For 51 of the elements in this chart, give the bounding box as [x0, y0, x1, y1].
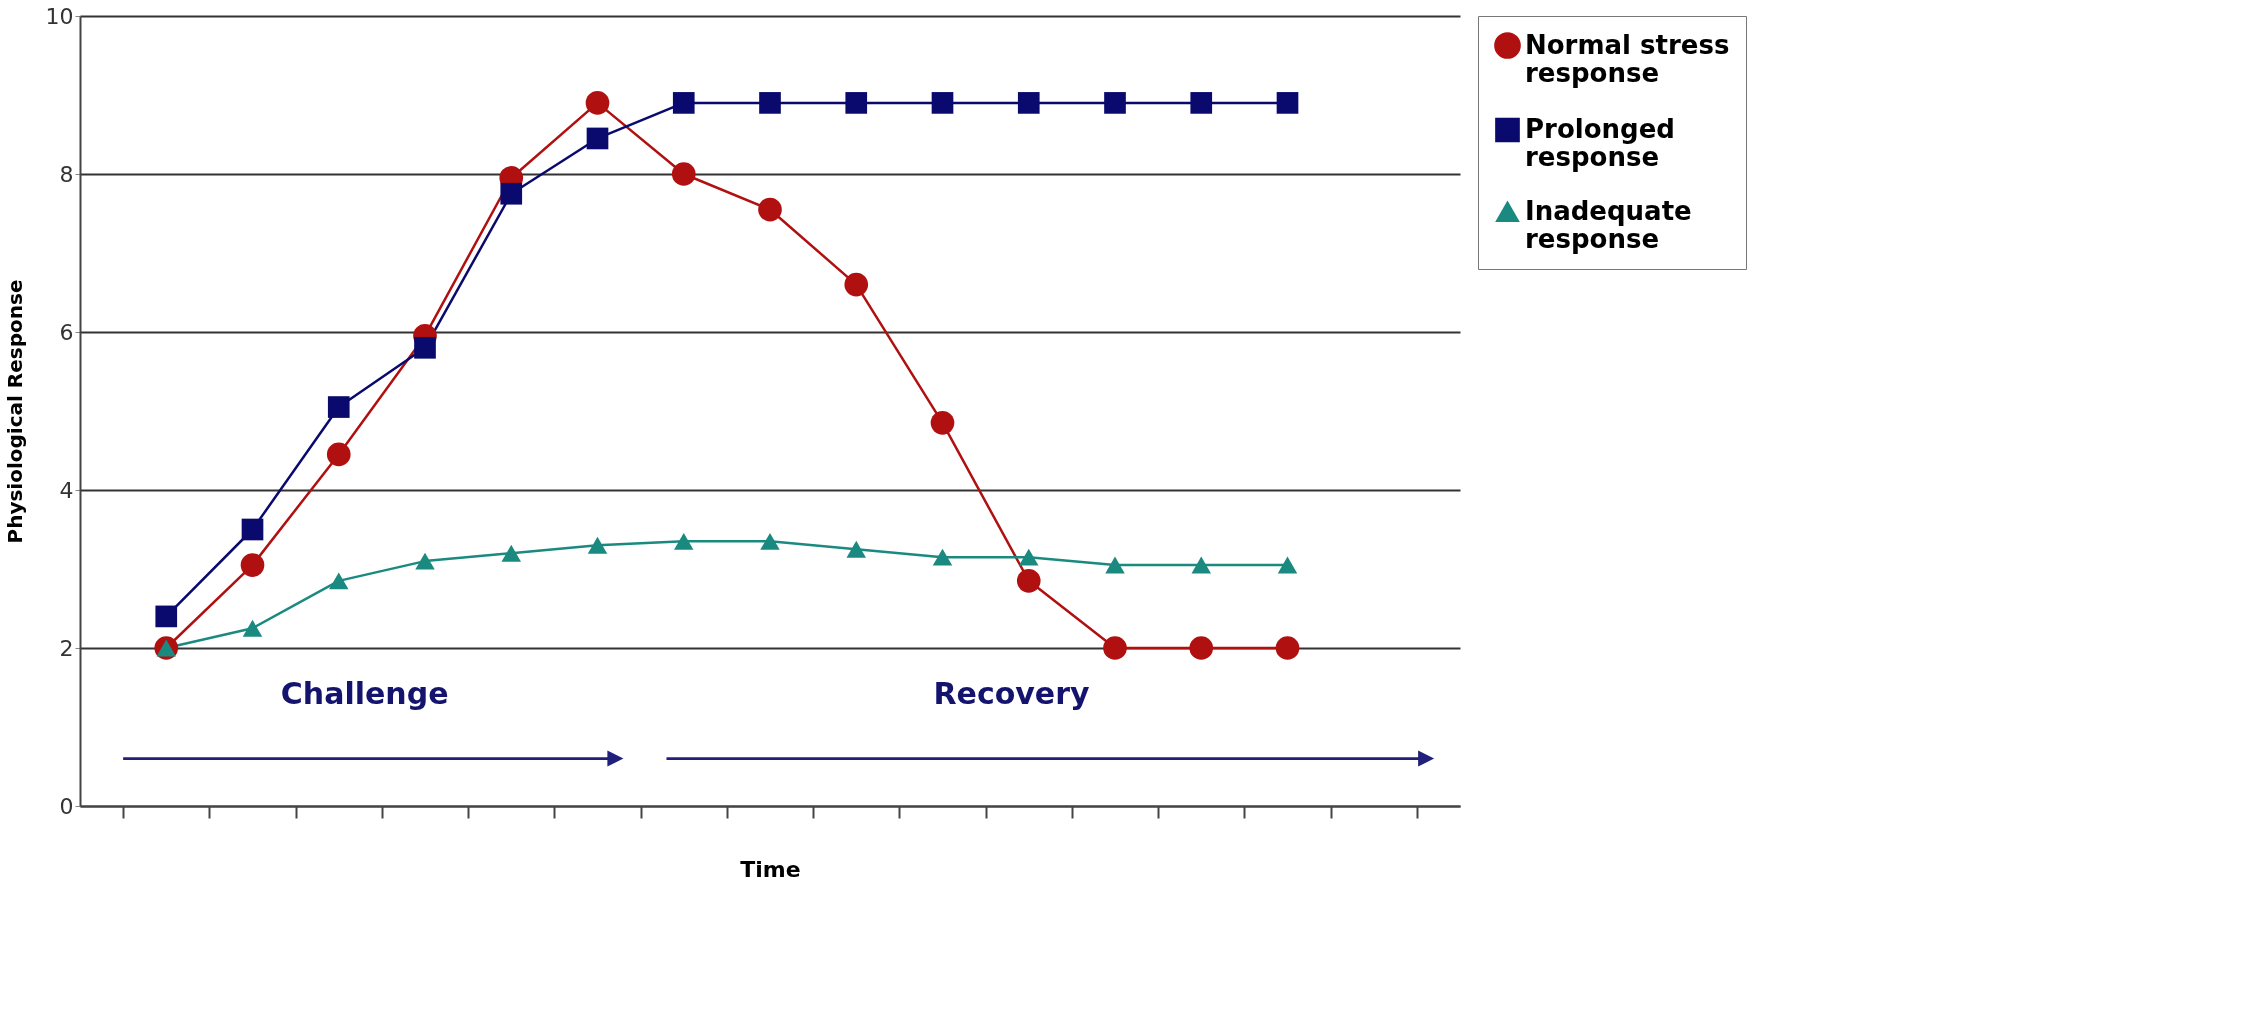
- point: [587, 536, 608, 554]
- point: [1275, 636, 1300, 660]
- point: [672, 92, 695, 114]
- point: [415, 552, 435, 570]
- point: [1016, 569, 1041, 593]
- point: [758, 197, 782, 222]
- point: [1017, 92, 1040, 114]
- point: [760, 532, 780, 550]
- point: [585, 91, 610, 115]
- x-axis-title: Time: [740, 856, 801, 882]
- point: [155, 605, 178, 628]
- y-axis-title: Physiological Response: [2, 279, 27, 544]
- point: [931, 92, 954, 114]
- y-tick-label: 6: [59, 319, 74, 345]
- legend-label: Normal stress response: [1525, 29, 1730, 88]
- point: [759, 92, 781, 114]
- annotation: Recovery: [933, 676, 1090, 712]
- point: [501, 544, 521, 562]
- point: [674, 532, 694, 550]
- point: [500, 182, 523, 205]
- point: [242, 619, 263, 637]
- point: [241, 518, 264, 541]
- point: [930, 411, 955, 435]
- point: [586, 127, 609, 150]
- legend-label: Prolonged response: [1525, 114, 1675, 172]
- point: [327, 396, 350, 418]
- point: [1103, 636, 1127, 660]
- point: [1105, 556, 1125, 574]
- point: [329, 572, 349, 590]
- point: [1276, 92, 1299, 114]
- point: [1104, 92, 1126, 114]
- point: [240, 553, 265, 577]
- legend-label: Inadequate response: [1525, 196, 1692, 254]
- point: [326, 442, 351, 467]
- annotation: Challenge: [280, 676, 449, 712]
- y-tick-label: 8: [59, 161, 74, 187]
- y-tick-label: 0: [59, 793, 74, 819]
- point: [1277, 556, 1298, 574]
- y-tick-label: 2: [59, 635, 74, 661]
- point: [1191, 556, 1211, 574]
- point: [932, 548, 953, 566]
- point: [1189, 636, 1214, 660]
- point: [1019, 548, 1039, 566]
- point: [844, 272, 869, 297]
- y-tick-label: 4: [59, 477, 74, 503]
- y-tick-label: 10: [45, 3, 74, 29]
- point: [414, 336, 436, 359]
- point: [845, 92, 868, 114]
- point: [671, 162, 696, 186]
- point: [846, 540, 866, 558]
- point: [1190, 92, 1213, 114]
